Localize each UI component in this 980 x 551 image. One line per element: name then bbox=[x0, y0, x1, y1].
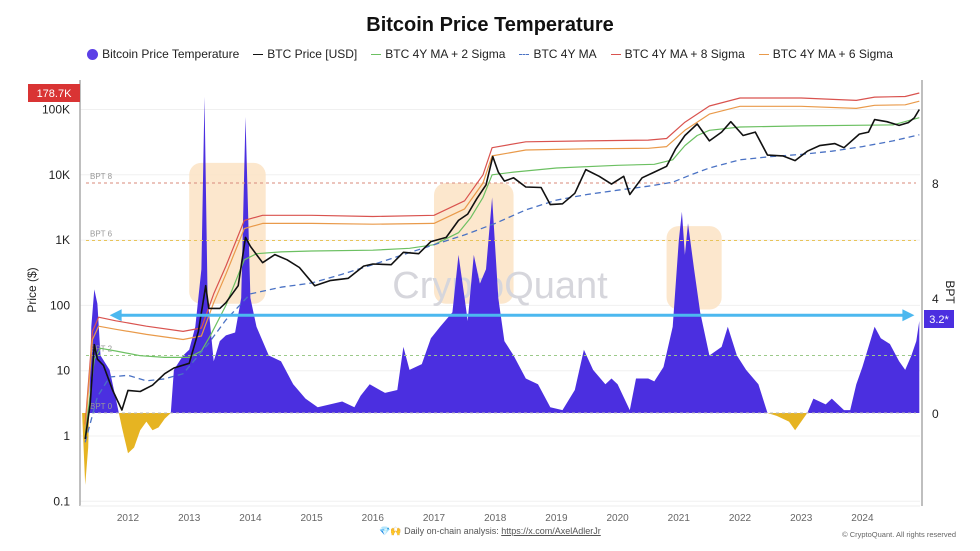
diamond-hands-icon: 💎🙌 bbox=[379, 526, 402, 536]
arrow-right-head-icon bbox=[902, 309, 915, 322]
dot-icon bbox=[87, 48, 99, 60]
line-swatch-icon bbox=[519, 53, 530, 55]
x-tick-label: 2015 bbox=[300, 513, 323, 524]
x-tick-label: 2024 bbox=[851, 513, 874, 524]
x-tick-label: 2018 bbox=[484, 513, 507, 524]
legend-item[interactable]: BTC Price [USD] bbox=[253, 47, 357, 61]
threshold-label: BPT 6 bbox=[90, 230, 113, 239]
legend-label: BTC 4Y MA bbox=[533, 47, 597, 61]
line-swatch-icon bbox=[253, 53, 264, 55]
arrow-left-head-icon bbox=[109, 309, 122, 322]
x-tick-label: 2019 bbox=[545, 513, 568, 524]
legend-item[interactable]: BTC 4Y MA + 2 Sigma bbox=[371, 47, 505, 61]
bpt-badge bbox=[924, 310, 954, 328]
legend-label: Bitcoin Price Temperature bbox=[102, 47, 240, 61]
y-tick-label: 0.1 bbox=[53, 494, 70, 508]
y-tick-label: 1 bbox=[63, 429, 70, 443]
footer-text: Daily on-chain analysis: bbox=[404, 526, 499, 536]
bpt-badge-label: 3.2* bbox=[929, 314, 949, 326]
y-axis-label: Price ($) bbox=[25, 267, 39, 312]
y-tick-label: 100 bbox=[50, 298, 70, 312]
x-tick-label: 2013 bbox=[178, 513, 201, 524]
watermark: CryptoQuant bbox=[392, 265, 608, 307]
x-tick-label: 2014 bbox=[239, 513, 262, 524]
y2-tick-label: 4 bbox=[932, 292, 939, 306]
line-swatch-icon bbox=[610, 53, 621, 55]
x-tick-label: 2021 bbox=[668, 513, 691, 524]
legend-item[interactable]: BTC 4Y MA + 8 Sigma bbox=[610, 47, 745, 61]
y2-tick-label: 8 bbox=[932, 177, 939, 191]
x-tick-label: 2023 bbox=[790, 513, 813, 524]
x-tick-label: 2016 bbox=[362, 513, 385, 524]
footer-link[interactable]: https://x.com/AxelAdlerJr bbox=[501, 526, 601, 536]
threshold-label: BPT 8 bbox=[90, 172, 113, 181]
chart-title: Bitcoin Price Temperature bbox=[366, 14, 614, 36]
legend-label: BTC 4Y MA + 6 Sigma bbox=[772, 47, 893, 61]
x-tick-label: 2020 bbox=[606, 513, 629, 524]
legend: Bitcoin Price Temperature BTC Price [USD]… bbox=[0, 47, 980, 61]
x-tick-label: 2017 bbox=[423, 513, 446, 524]
ma-plus-8-sigma-line bbox=[84, 92, 920, 425]
price-badge bbox=[28, 84, 80, 102]
legend-label: BTC Price [USD] bbox=[267, 47, 358, 61]
legend-item[interactable]: BTC 4Y MA bbox=[519, 47, 597, 61]
legend-label: BTC 4Y MA + 2 Sigma bbox=[385, 47, 506, 61]
y2-tick-label: 0 bbox=[932, 407, 939, 421]
x-tick-label: 2012 bbox=[117, 513, 140, 524]
y-tick-label: 10K bbox=[49, 168, 70, 182]
price-badge-label: 178.7K bbox=[37, 88, 73, 100]
line-swatch-icon bbox=[758, 53, 769, 55]
y-tick-label: 1K bbox=[55, 233, 70, 247]
copyright: © CryptoQuant. All rights reserved bbox=[842, 530, 956, 539]
legend-label: BTC 4Y MA + 8 Sigma bbox=[624, 47, 745, 61]
bpt-area-positive bbox=[82, 96, 920, 413]
footer: 💎🙌 Daily on-chain analysis: https://x.co… bbox=[0, 526, 980, 537]
ma-plus-6-sigma-line bbox=[84, 100, 920, 431]
legend-item[interactable]: BTC 4Y MA + 6 Sigma bbox=[758, 47, 893, 61]
y2-axis-label: BPT bbox=[943, 280, 957, 304]
y-tick-label: 10 bbox=[57, 364, 71, 378]
x-tick-label: 2022 bbox=[729, 513, 752, 524]
btc-price-line bbox=[84, 109, 920, 440]
threshold-label: BPT 0 bbox=[90, 402, 113, 411]
legend-item[interactable]: Bitcoin Price Temperature bbox=[87, 47, 239, 61]
line-swatch-icon bbox=[371, 53, 382, 55]
ma-4y-line bbox=[84, 134, 920, 443]
y-tick-label: 100K bbox=[42, 103, 70, 117]
